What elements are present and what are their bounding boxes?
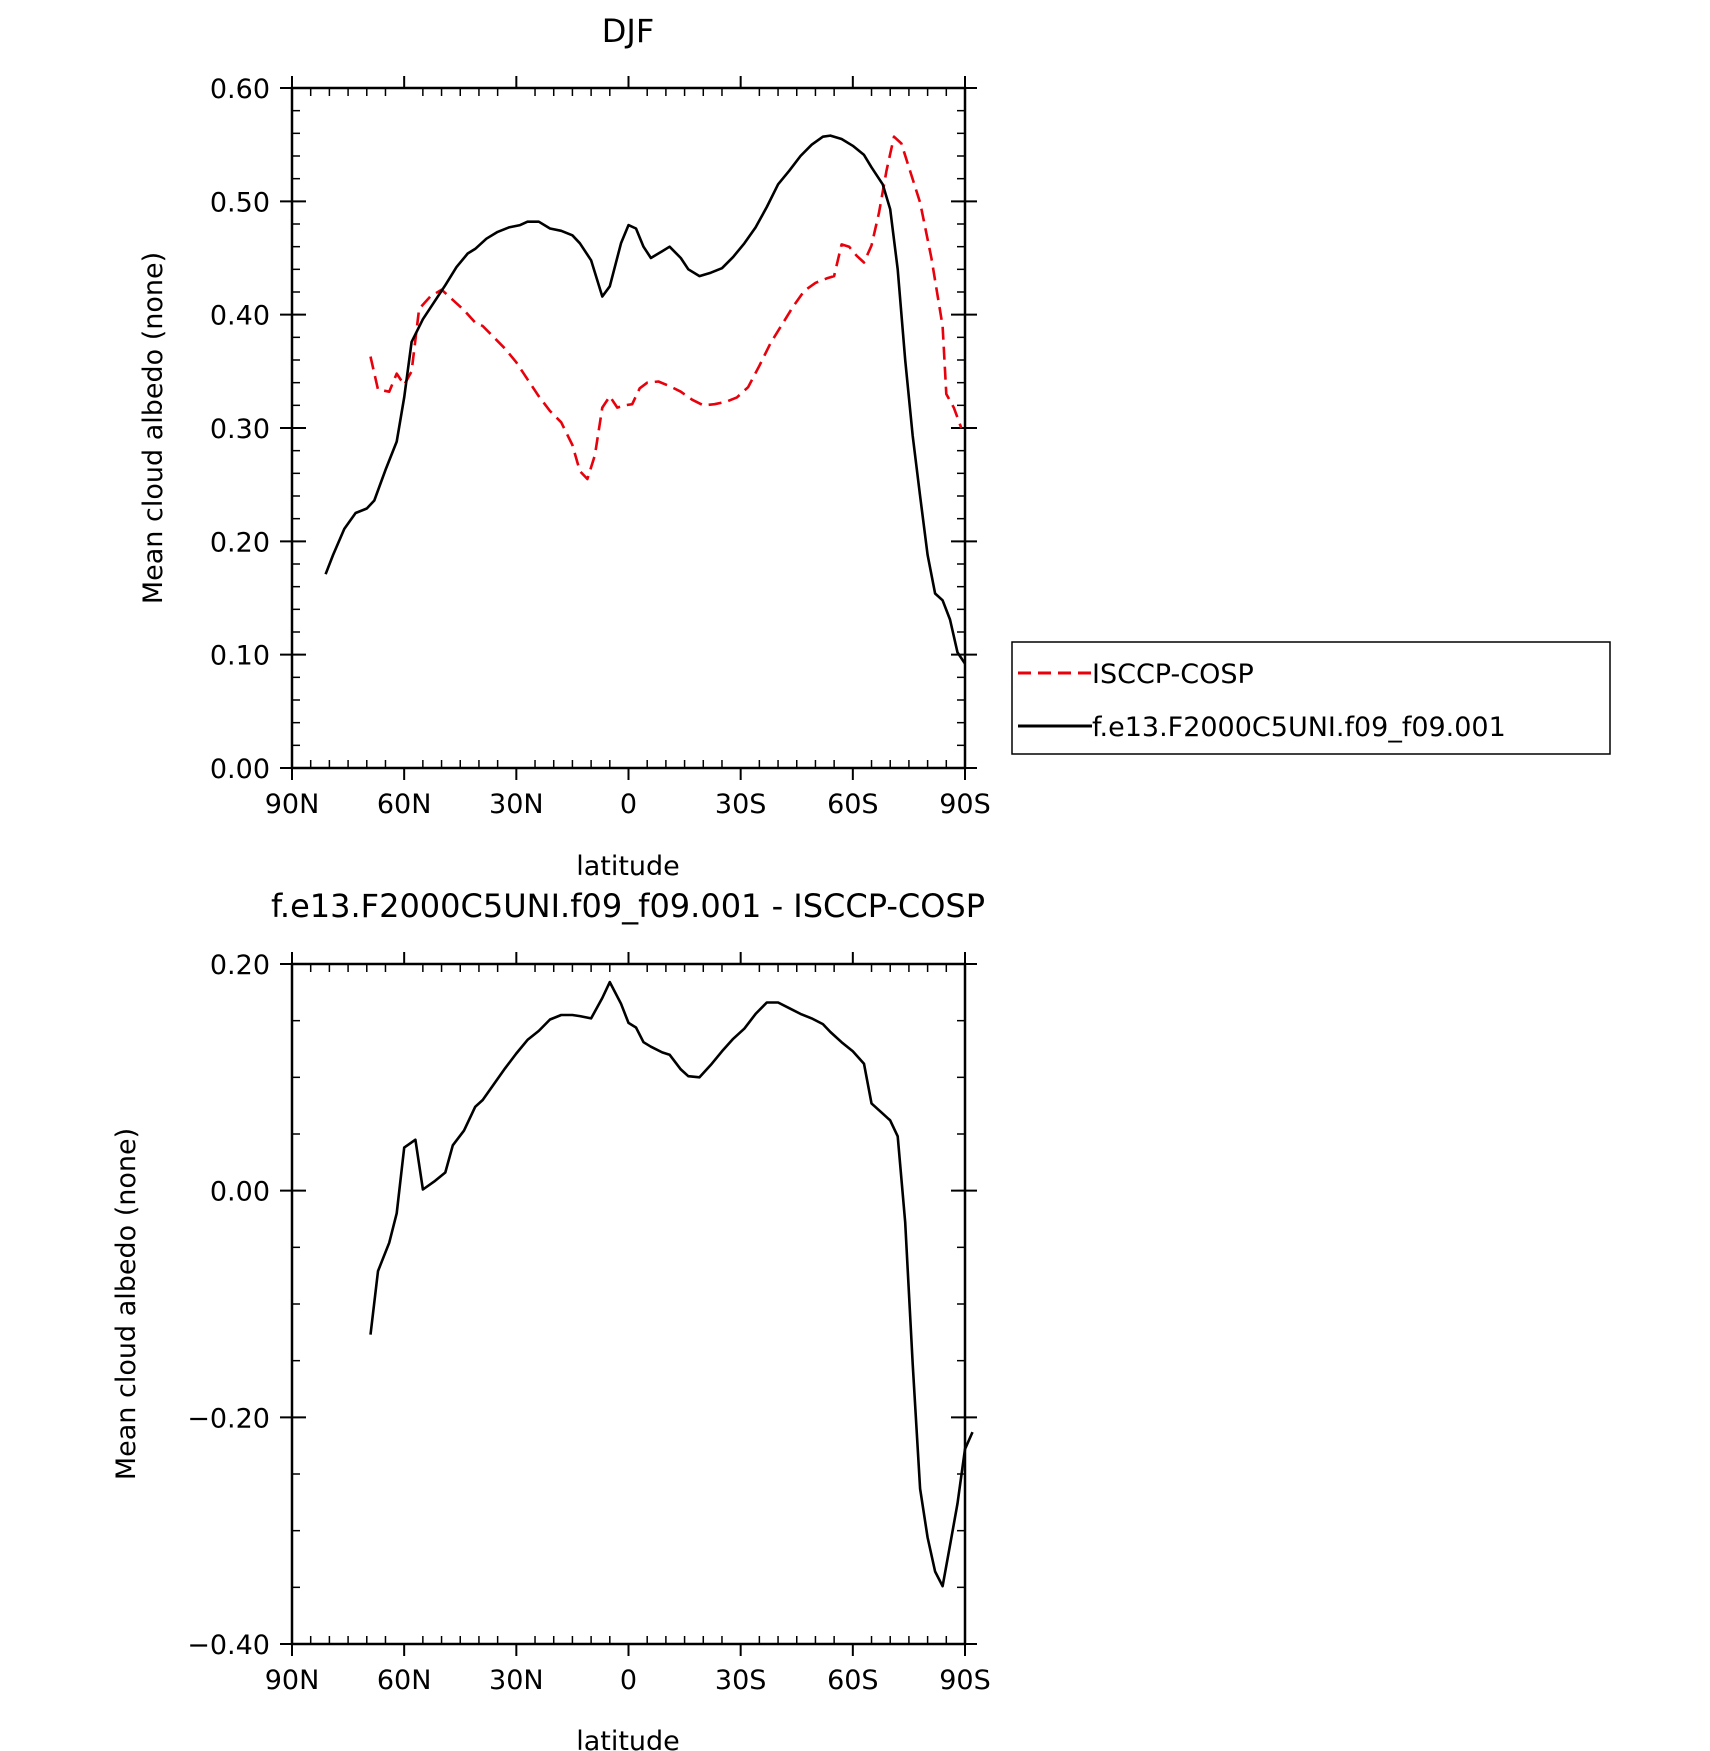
top-x-tick-label: 90S xyxy=(939,789,991,820)
bot-x-tick-label: 30N xyxy=(489,1665,544,1696)
legend-label-isccp-cosp: ISCCP-COSP xyxy=(1092,659,1254,690)
top-x-tick-label: 30N xyxy=(489,789,544,820)
bot-x-tick-label: 0 xyxy=(620,1665,637,1696)
legend: ISCCP-COSP f.e13.F2000C5UNI.f09_f09.001 xyxy=(1011,641,1611,755)
top-y-tick-label: 0.60 xyxy=(210,74,270,105)
top-y-tick-labels: 0.00 0.10 0.20 0.30 0.40 0.50 0.60 xyxy=(210,74,270,785)
top-series-line-1 xyxy=(324,134,967,665)
top-y-tick-label: 0.20 xyxy=(210,527,270,558)
top-x-tick-labels: 90N 60N 30N 0 30S 60S 90S xyxy=(265,789,991,820)
top-plot-frame xyxy=(290,86,967,770)
top-y-tick-label: 0.10 xyxy=(210,641,270,672)
bottom-chart-title: f.e13.F2000C5UNI.f09_f09.001 - ISCCP-COS… xyxy=(271,887,985,925)
top-x-axis-label: latitude xyxy=(576,851,680,882)
top-x-tick-label: 30S xyxy=(715,789,767,820)
bot-y-tick-label: −0.40 xyxy=(187,1630,270,1661)
bottom-plot-frame xyxy=(290,962,967,1646)
top-x-tick-label: 90N xyxy=(265,789,320,820)
top-x-tick-label: 60S xyxy=(827,789,879,820)
top-y-tick-label: 0.00 xyxy=(210,754,270,785)
bottom-x-tick-labels: 90N 60N 30N 0 30S 60S 90S xyxy=(265,1665,991,1696)
top-series-lines xyxy=(324,134,967,665)
legend-label-model: f.e13.F2000C5UNI.f09_f09.001 xyxy=(1092,712,1506,743)
bottom-y-axis-label: Mean cloud albedo (none) xyxy=(111,1128,142,1480)
bot-x-tick-label: 30S xyxy=(715,1665,767,1696)
bot-x-tick-label: 90N xyxy=(265,1665,320,1696)
bottom-x-axis-label: latitude xyxy=(576,1726,680,1751)
bottom-y-tick-labels: −0.40 −0.20 0.00 0.20 xyxy=(187,950,270,1661)
top-y-tick-label: 0.50 xyxy=(210,187,270,218)
top-panel: DJF 90N 60N 30N 0 30S 60S 90S 0.00 0.10 0.20 0.30… xyxy=(138,12,1611,882)
top-chart-title: DJF xyxy=(602,12,654,50)
top-y-tick-label: 0.40 xyxy=(210,301,270,332)
bot-x-tick-label: 60N xyxy=(377,1665,432,1696)
bottom-axis-ticks xyxy=(280,952,977,1656)
bottom-series-lines xyxy=(369,980,974,1588)
legend-box xyxy=(1011,641,1611,755)
top-y-tick-label: 0.30 xyxy=(210,414,270,445)
top-x-tick-label: 0 xyxy=(620,789,637,820)
bot-x-tick-label: 90S xyxy=(939,1665,991,1696)
bot-series-line-0 xyxy=(369,980,974,1588)
bot-y-tick-label: 0.20 xyxy=(210,950,270,981)
bot-x-tick-label: 60S xyxy=(827,1665,879,1696)
top-axis-ticks xyxy=(280,76,977,780)
top-x-tick-label: 60N xyxy=(377,789,432,820)
top-y-axis-label: Mean cloud albedo (none) xyxy=(138,252,169,604)
top-series-line-0 xyxy=(369,135,963,481)
bot-y-tick-label: −0.20 xyxy=(187,1403,270,1434)
bot-y-tick-label: 0.00 xyxy=(210,1177,270,1208)
bottom-panel: f.e13.F2000C5UNI.f09_f09.001 - ISCCP-COS… xyxy=(111,887,991,1751)
